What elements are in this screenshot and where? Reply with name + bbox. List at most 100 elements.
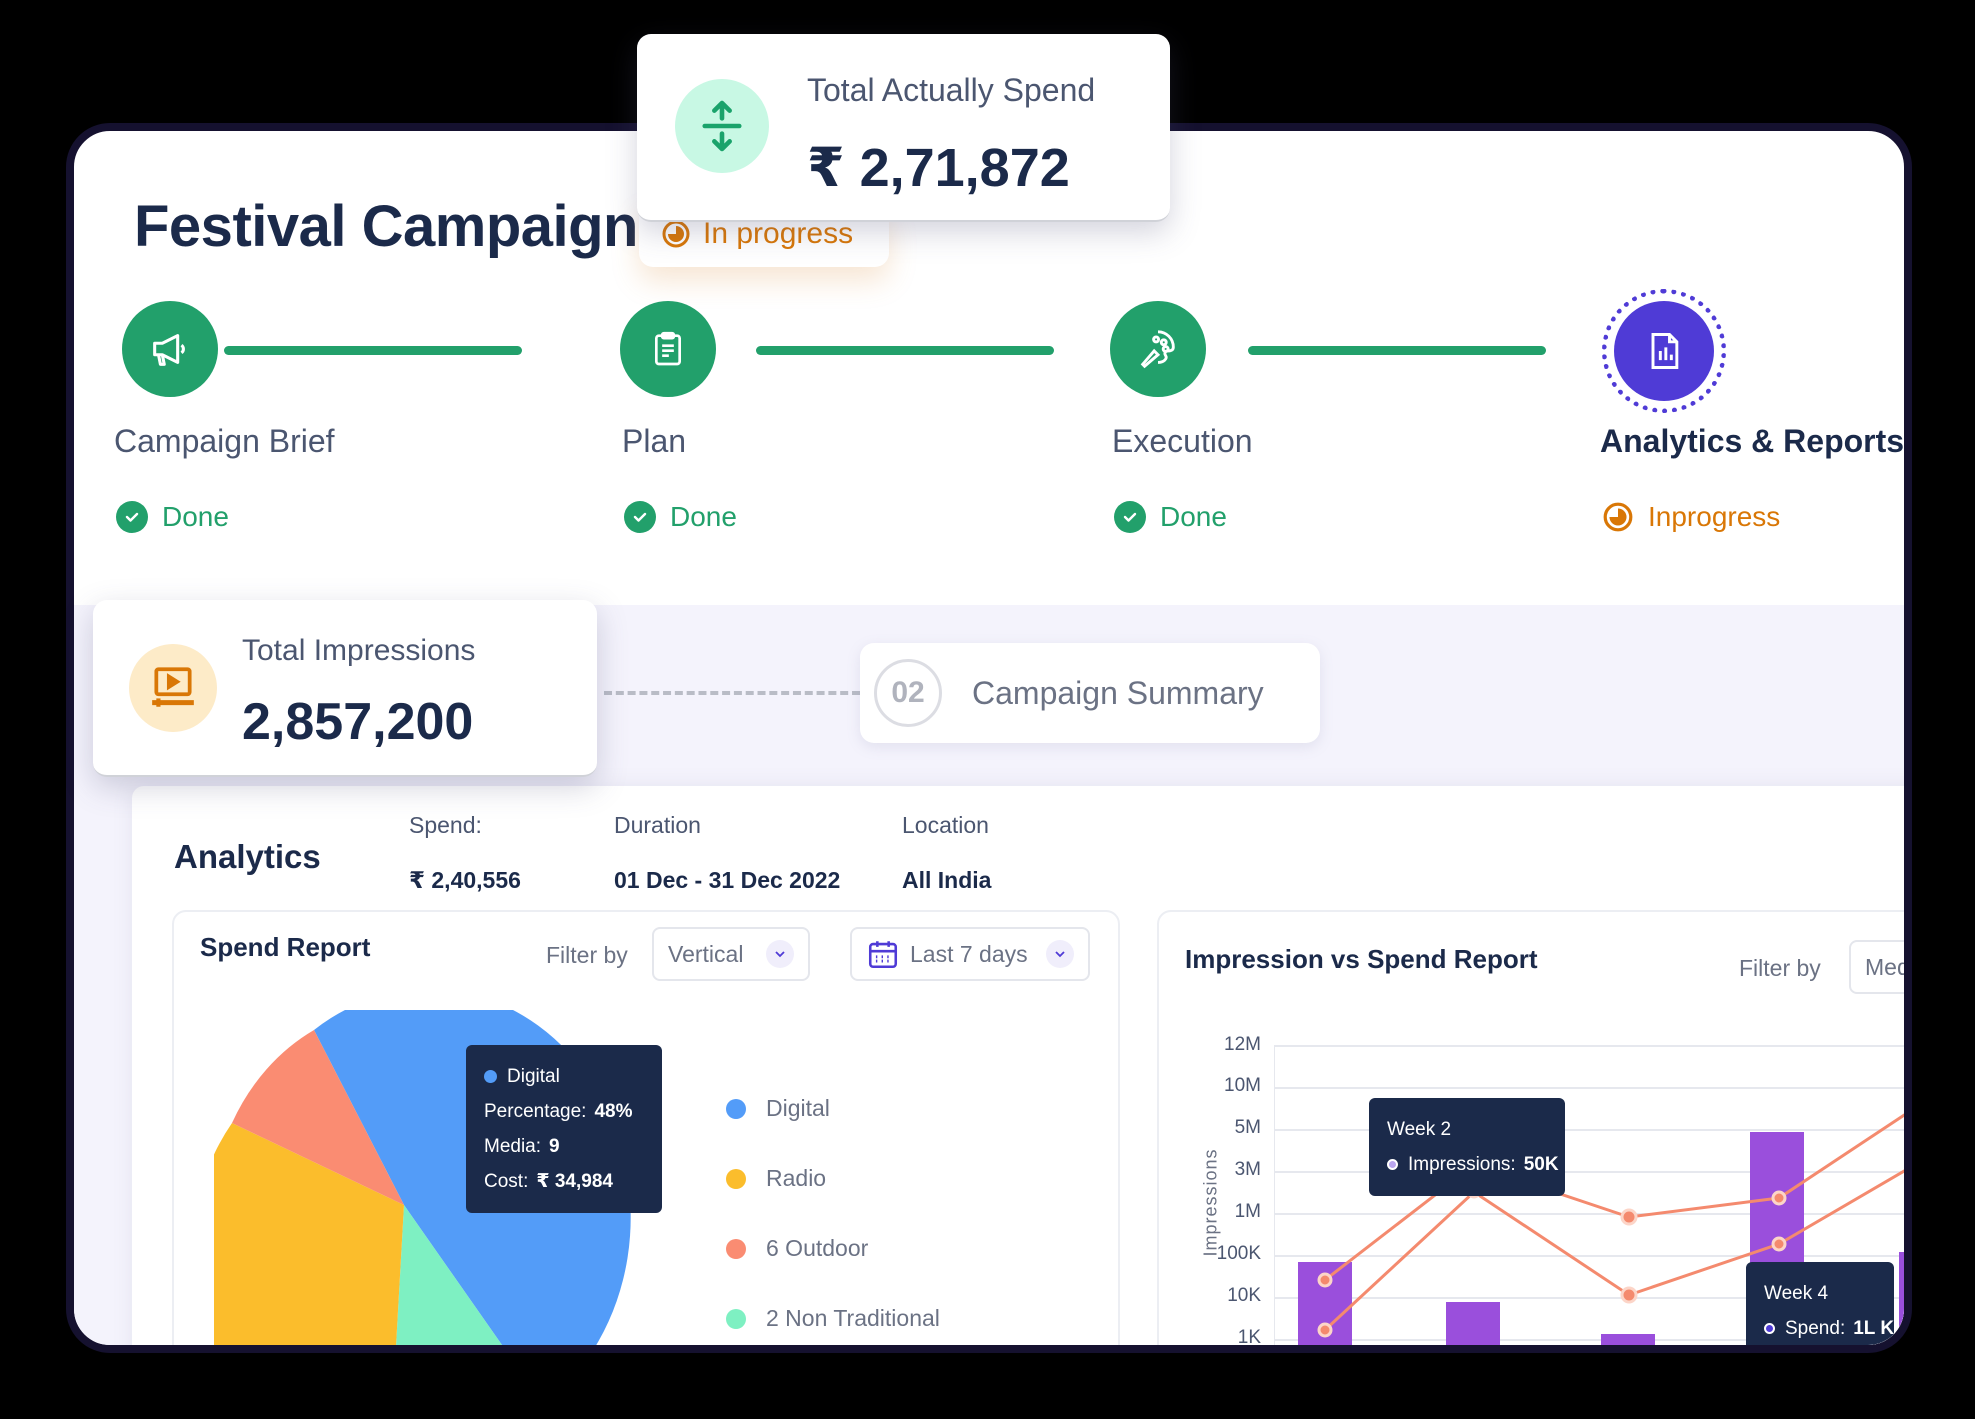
tooltip-label: Spend: — [1785, 1318, 1846, 1339]
select-value: Vertical — [668, 940, 744, 967]
spend-dot-icon — [1764, 1323, 1775, 1335]
step-status-label: Done — [1160, 501, 1227, 532]
split-arrows-icon — [675, 79, 769, 173]
total-impressions-card: Total Impressions 2,857,200 — [93, 600, 597, 777]
report-icon — [1651, 333, 1679, 369]
step-connector — [756, 346, 1054, 355]
meta-label: Spend: — [409, 812, 482, 838]
step-circle — [620, 301, 716, 397]
step-circle — [1110, 301, 1206, 397]
megaphone-icon — [153, 334, 185, 366]
y-tick: 1M — [1234, 1201, 1261, 1222]
tooltip-series: Digital — [507, 1066, 560, 1087]
y-tick: 10M — [1224, 1075, 1261, 1096]
step-connector — [1248, 346, 1546, 355]
legend-label: 6 Outdoor — [766, 1235, 869, 1261]
legend-dot-icon — [726, 1098, 746, 1119]
step-analytics-reports[interactable] — [1602, 289, 1726, 413]
y-tick: 1K — [1237, 1327, 1261, 1348]
step-connector — [224, 346, 522, 355]
tooltip-label: Cost: — [484, 1171, 529, 1192]
week2-tooltip: Week 2 Impressions: 50K — [1369, 1098, 1565, 1196]
analytics-panel: Analytics Spend: ₹ 2,40,556 Duration 01 … — [132, 786, 1910, 1348]
step-status-label: Done — [162, 501, 229, 532]
media-filter-select[interactable]: Med — [1849, 940, 1910, 994]
legend-label: 2 Non Traditional — [766, 1305, 940, 1331]
filter-label: Filter by — [1739, 955, 1821, 981]
progress-icon — [1603, 502, 1633, 532]
legend-dot-icon — [726, 1308, 746, 1329]
meta-location: Location All India — [902, 812, 991, 894]
week4-tooltip: Week 4 Spend: 1L K — [1746, 1262, 1895, 1345]
dashed-connector — [604, 691, 860, 695]
tooltip-label: Percentage: — [484, 1101, 587, 1122]
page-title: Festival Campaign — [134, 194, 638, 259]
tooltip-label: Impressions: — [1408, 1154, 1516, 1175]
legend-item-outdoor[interactable]: 6 Outdoor — [726, 1235, 868, 1262]
vertical-filter-select[interactable]: Vertical — [652, 927, 810, 981]
dashboard-frame: Festival Campaign In progress Campaign B… — [66, 123, 1912, 1353]
select-value: Med — [1865, 953, 1910, 980]
tooltip-value: 50K — [1523, 1154, 1559, 1175]
chevron-down-icon — [766, 940, 794, 968]
step-campaign-brief[interactable] — [122, 301, 218, 397]
palette-icon — [1140, 330, 1175, 369]
impression-spend-card: Impression vs Spend Report Filter by Med… — [1157, 910, 1910, 1348]
meta-duration: Duration 01 Dec - 31 Dec 2022 — [614, 812, 840, 894]
impressions-dot-icon — [1387, 1159, 1398, 1171]
meta-label: Duration — [614, 812, 701, 838]
step-status: Done — [1114, 501, 1227, 533]
status-badge-label: In progress — [703, 217, 854, 250]
card-title: Spend Report — [200, 932, 371, 962]
calendar-icon — [868, 941, 898, 969]
pie-slice-outdoor — [232, 1030, 404, 1205]
total-impressions-value: 2,857,200 — [242, 693, 474, 751]
step-status: Done — [624, 501, 737, 533]
step-circle — [122, 301, 218, 397]
step-execution[interactable] — [1110, 301, 1206, 397]
step-label: Execution — [1112, 423, 1253, 459]
tooltip-title: Week 2 — [1387, 1119, 1452, 1140]
analytics-title: Analytics — [174, 838, 321, 875]
legend-item-radio[interactable]: Radio — [726, 1165, 826, 1192]
campaign-summary-step[interactable]: 02 Campaign Summary — [860, 643, 1320, 743]
step-label: Campaign Summary — [972, 674, 1264, 711]
y-tick: 10K — [1227, 1285, 1261, 1306]
digital-dot-icon — [484, 1070, 497, 1084]
step-status-label: Done — [670, 501, 737, 532]
legend-dot-icon — [726, 1238, 746, 1259]
step-label: Campaign Brief — [114, 423, 335, 459]
tooltip-value: 48% — [594, 1101, 633, 1122]
legend-label: Digital — [766, 1095, 830, 1121]
legend-item-digital[interactable]: Digital — [726, 1095, 830, 1122]
y-tick: 12M — [1224, 1034, 1261, 1055]
step-plan[interactable] — [620, 301, 716, 397]
tooltip-value: 9 — [549, 1136, 560, 1157]
step-label: Plan — [622, 423, 687, 459]
total-spend-label: Total Actually Spend — [807, 72, 1096, 108]
card-title: Impression vs Spend Report — [1185, 944, 1538, 974]
step-number: 02 — [874, 659, 942, 727]
total-impressions-label: Total Impressions — [242, 634, 476, 667]
step-status: Done — [116, 501, 229, 533]
filter-label: Filter by — [546, 942, 628, 968]
check-circle-icon — [1114, 501, 1146, 533]
legend-item-non-traditional[interactable]: 2 Non Traditional — [726, 1305, 940, 1332]
pie-tooltip: Digital Percentage: 48% Media: 9 Cost: ₹ 34… — [466, 1045, 662, 1213]
pie-slice-non-traditional — [396, 1205, 502, 1345]
check-circle-icon — [116, 501, 148, 533]
step-status: Inprogress — [1602, 501, 1780, 533]
legend-dot-icon — [726, 1168, 746, 1189]
total-spend-value: ₹ 2,71,872 — [807, 138, 1070, 198]
clipboard-icon — [655, 331, 681, 366]
meta-spend: Spend: ₹ 2,40,556 — [409, 812, 521, 894]
tooltip-value: 1L K — [1853, 1318, 1895, 1339]
date-range-select[interactable]: Last 7 days — [850, 927, 1090, 981]
legend-label: Radio — [766, 1165, 827, 1191]
meta-value: ₹ 2,40,556 — [409, 867, 521, 893]
step-circle-active — [1602, 289, 1726, 413]
video-play-icon — [129, 644, 217, 732]
meta-label: Location — [902, 812, 989, 838]
chevron-down-icon — [1046, 940, 1074, 968]
check-circle-icon — [624, 501, 656, 533]
